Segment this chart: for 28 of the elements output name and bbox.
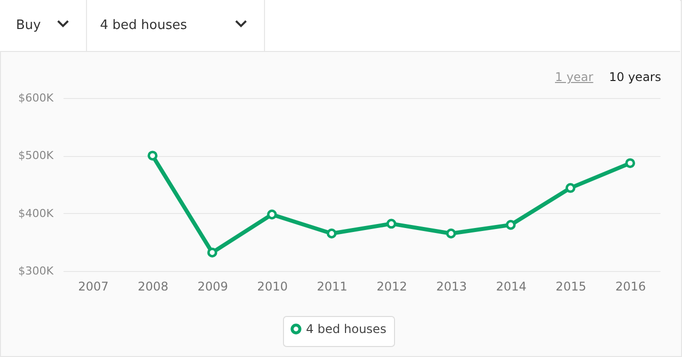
x-tick-label: 2016 [615, 280, 646, 294]
point [148, 150, 158, 161]
legend-label: 4 bed houses [306, 322, 386, 336]
y-tick-label: $300K [18, 264, 54, 278]
point [326, 228, 337, 238]
text: Buy [16, 18, 41, 33]
x-tick-label: 2011 [316, 280, 348, 294]
y-tick-label: $500K [18, 149, 54, 162]
point [207, 248, 218, 258]
y-tick-label: $400K [18, 206, 54, 220]
x-tick-label: 2012 [376, 280, 408, 294]
x-tick-label: 2015 [556, 280, 586, 294]
point [506, 220, 516, 230]
x-tick-label: 2014 [496, 280, 527, 294]
y-tick-label: $600K [18, 92, 54, 104]
point [625, 158, 636, 168]
x-tick-label: 2010 [257, 280, 288, 294]
text: 4 bed houses [100, 18, 188, 33]
point [386, 218, 396, 229]
x-tick-label: 2009 [197, 280, 228, 294]
point [565, 183, 576, 193]
x-tick-label: 2013 [436, 280, 467, 294]
text: 10 years [609, 70, 662, 84]
x-tick-label: 2007 [78, 280, 109, 294]
x-tick-label: 2008 [138, 280, 168, 294]
point [446, 228, 456, 238]
point [266, 210, 277, 220]
text: 1 year [555, 70, 594, 84]
